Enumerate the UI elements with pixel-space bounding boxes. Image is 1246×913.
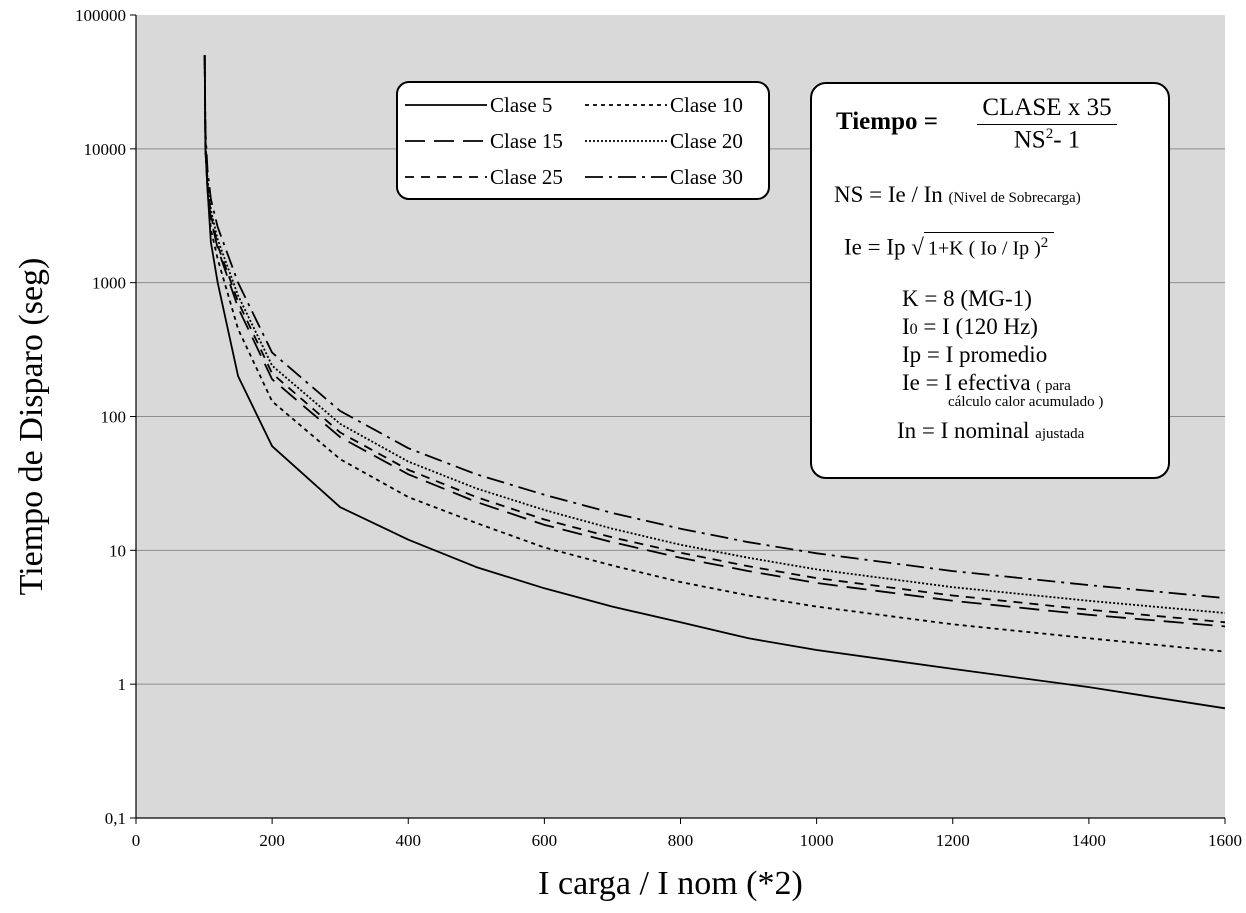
in-main: In = I nominal [897, 418, 1030, 443]
in-line: In = I nominal ajustada [897, 418, 1084, 444]
in-note: ajustada [1035, 426, 1085, 442]
io-sub: 0 [909, 321, 918, 338]
x-tick-label: 0 [132, 831, 141, 850]
formula-denominator: NS2- 1 [977, 125, 1117, 154]
denominator-base: NS [1013, 126, 1046, 154]
series-lines [203, 55, 1226, 710]
x-tick-label: 1200 [936, 831, 970, 850]
denominator-exponent: 2 [1045, 126, 1054, 142]
y-tick-label: 100 [101, 408, 127, 427]
x-axis-label: I carga / I nom (*2) [538, 865, 803, 902]
series-line-1 [203, 55, 1226, 710]
axes [130, 14, 1226, 824]
x-tick-label: 400 [396, 831, 422, 850]
io-main: I [902, 314, 910, 339]
k-line: K = 8 (MG-1) [902, 286, 1032, 311]
y-tick-label: 10000 [84, 140, 127, 159]
legend-label: Clase 5 [490, 93, 552, 117]
x-tick-label: 1600 [1208, 831, 1242, 850]
series-line-2 [203, 55, 1226, 653]
legend-label: Clase 20 [670, 129, 743, 153]
io-rest: = I (120 Hz) [917, 314, 1038, 339]
ie-exponent: 2 [1040, 235, 1049, 251]
formula-numerator: CLASE x 35 [977, 94, 1117, 125]
y-tick-label: 100000 [75, 6, 126, 25]
ie-def-line: Ie = I efectiva ( para [902, 370, 1071, 396]
formula-box: Tiempo = CLASE x 35 NS2- 1 NS = Ie / In … [810, 82, 1170, 479]
x-tick-label: 200 [259, 831, 285, 850]
series-line-6 [203, 55, 1226, 599]
ie-def-note1: ( para [1036, 378, 1071, 394]
ie-radicand: 1+K ( Io / Ip ) [927, 237, 1041, 260]
x-tick-label: 1000 [800, 831, 834, 850]
ip-line: Ip = I promedio [902, 342, 1048, 367]
formula-fraction: CLASE x 35 NS2- 1 [977, 94, 1117, 154]
series-line-5 [203, 55, 1226, 624]
denominator-rest: - 1 [1053, 126, 1081, 154]
y-tick-label: 1 [118, 675, 127, 694]
legend-box [396, 81, 770, 200]
ns-note: (Nivel de Sobrecarga) [948, 190, 1081, 206]
legend-label: Clase 15 [490, 129, 563, 153]
x-tick-label: 1400 [1072, 831, 1106, 850]
ie-left: Ie = Ip [844, 234, 906, 260]
ie-formula: Ie = Ip √ 1+K ( Io / Ip )2 [844, 232, 1055, 261]
ie-def-main: Ie = I efectiva [902, 370, 1031, 395]
series-line-3 [203, 55, 1226, 628]
y-tick-label: 1000 [92, 274, 126, 293]
y-tick-label: 10 [109, 541, 126, 560]
ns-main: NS = Ie / In [834, 182, 943, 207]
y-tick-label: 0,1 [105, 809, 126, 828]
io-line: I0 = I (120 Hz) [902, 314, 1038, 340]
y-axis-label: Tiempo de Disparo (seg) [13, 258, 50, 596]
formula-tiempo-label: Tiempo = [836, 108, 938, 135]
ns-definition: NS = Ie / In (Nivel de Sobrecarga) [834, 182, 1081, 208]
sqrt-symbol: √ 1+K ( Io / Ip )2 [911, 232, 1055, 261]
legend-label: Clase 30 [670, 165, 743, 189]
x-tick-label: 800 [668, 831, 694, 850]
legend-label: Clase 10 [670, 93, 743, 117]
x-tick-label: 600 [532, 831, 558, 850]
legend-label: Clase 25 [490, 165, 563, 189]
legend: Clase 5 Clase 10 Clase 15 Clase 20 Clase 25 C… [396, 81, 770, 200]
ie-def-note2: cálculo calor acumulado ) [948, 394, 1104, 410]
